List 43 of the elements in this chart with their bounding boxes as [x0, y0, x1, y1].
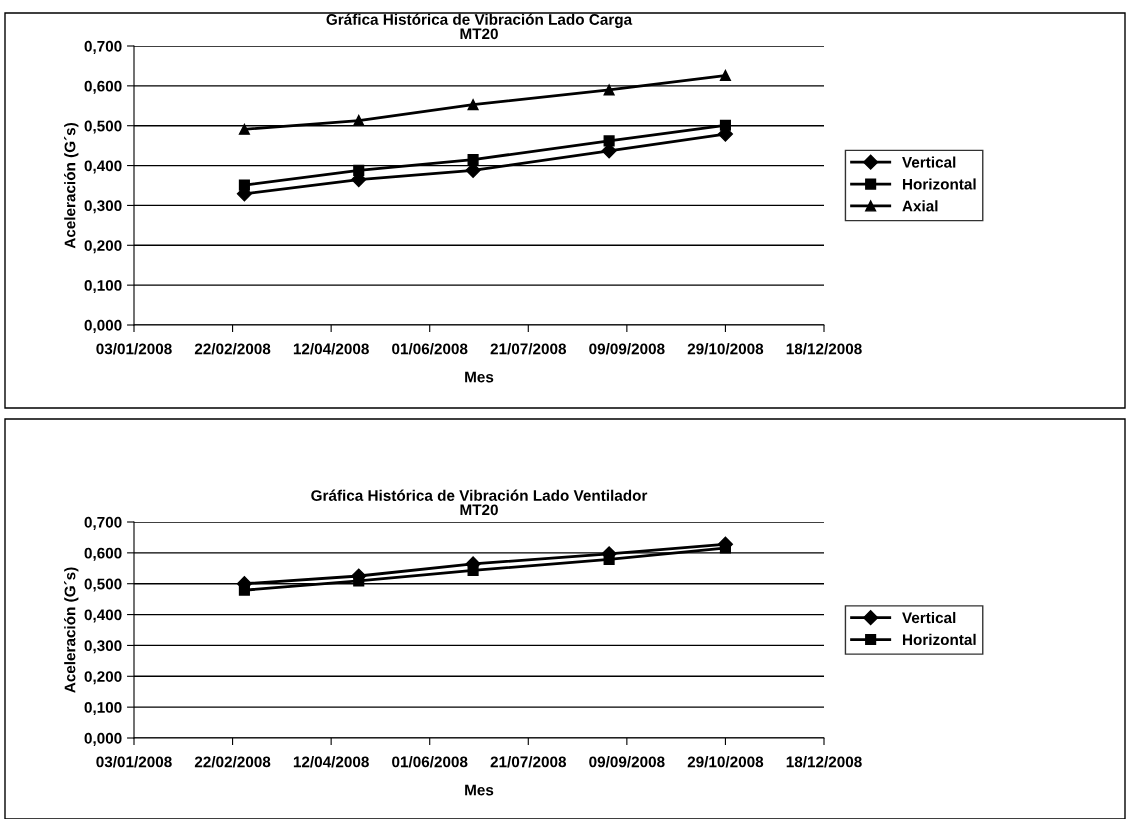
y-tick-label: 0,600 — [84, 80, 122, 94]
chart-title: Gráfica Histórica de Vibración Lado Ventilador MT20 — [311, 489, 648, 516]
x-axis-title: Mes — [465, 784, 494, 796]
y-tick-label: 0,000 — [84, 732, 122, 746]
x-tick-label: 09/09/2008 — [589, 756, 665, 768]
y-tick-label: 0,600 — [84, 547, 122, 561]
x-tick-label: 01/06/2008 — [392, 756, 468, 768]
y-tick-label: 0,000 — [84, 319, 122, 333]
x-tick-label: 01/06/2008 — [392, 343, 468, 355]
x-tick-label: 18/12/2008 — [786, 756, 862, 768]
x-tick-label: 09/09/2008 — [589, 343, 665, 355]
y-tick-label: 0,200 — [84, 240, 122, 254]
y-tick-label: 0,100 — [84, 280, 122, 294]
y-tick-label: 0,700 — [84, 516, 122, 530]
x-tick-label: 21/07/2008 — [490, 756, 567, 768]
legend-label: Axial — [902, 200, 938, 212]
y-tick-label: 0,200 — [84, 671, 122, 685]
legend-label: Horizontal — [902, 633, 976, 646]
y-tick-label: 0,100 — [84, 702, 122, 716]
y-tick-label: 0,400 — [84, 160, 122, 174]
y-tick-label: 0,500 — [84, 578, 122, 592]
legend-label: Vertical — [902, 611, 956, 624]
y-tick-label: 0,500 — [84, 120, 122, 134]
y-tick-label: 0,700 — [84, 40, 122, 54]
x-tick-label: 22/02/2008 — [194, 343, 271, 355]
x-tick-label: 12/04/2008 — [293, 343, 369, 355]
x-tick-label: 22/02/2008 — [194, 756, 271, 768]
x-tick-label: 29/10/2008 — [687, 756, 764, 768]
y-tick-label: 0,300 — [84, 640, 122, 654]
x-tick-label: 03/01/2008 — [96, 756, 172, 768]
y-tick-label: 0,300 — [84, 200, 122, 214]
y-tick-label: 0,400 — [84, 609, 122, 623]
legend-label: Horizontal — [902, 178, 976, 190]
y-axis-title: Aceleración (G´s) — [64, 123, 79, 249]
chart-title: Gráfica Histórica de Vibración Lado Carga MT20 — [326, 13, 633, 40]
x-tick-label: 21/07/2008 — [490, 343, 567, 355]
x-tick-label: 18/12/2008 — [786, 343, 862, 355]
y-axis-title: Aceleración (G´s) — [64, 567, 79, 693]
x-tick-label: 03/01/2008 — [96, 343, 172, 355]
legend-label: Vertical — [902, 156, 956, 168]
x-tick-label: 29/10/2008 — [687, 343, 764, 355]
x-tick-label: 12/04/2008 — [293, 756, 369, 768]
x-axis-title: Mes — [465, 371, 494, 383]
